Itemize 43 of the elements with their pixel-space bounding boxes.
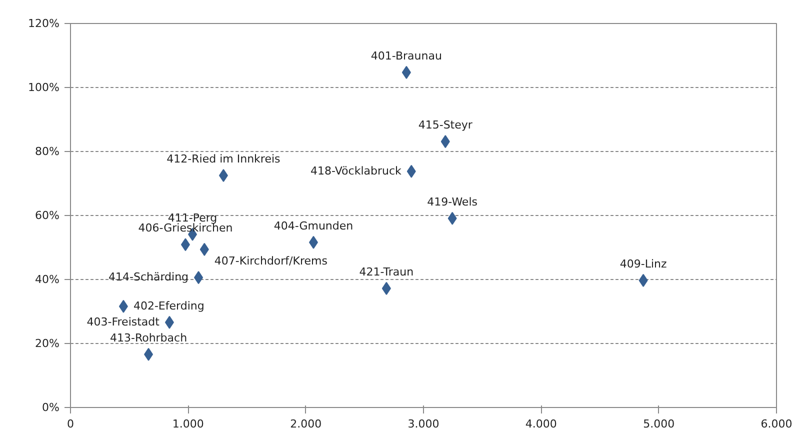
annotation: 411-Perg — [168, 211, 218, 224]
point — [200, 242, 209, 256]
point — [448, 212, 457, 225]
point — [180, 238, 190, 252]
point — [218, 169, 228, 182]
annotation: 401-Braunau — [370, 49, 442, 62]
y-tick-label: 60% — [35, 209, 60, 222]
annotation: 407-Kirchdorf/Krems — [214, 254, 328, 268]
point — [440, 135, 450, 148]
x-tick-label: 1.000 — [172, 418, 204, 430]
annotation: 412-Ried im Innkreis — [166, 152, 281, 166]
y-tick-label: 120% — [28, 17, 60, 30]
annotation: 409-Linz — [620, 257, 667, 270]
point — [164, 316, 174, 329]
annotation: 413-Rohrbach — [110, 331, 188, 344]
annotation: 415-Steyr — [418, 118, 473, 132]
annotation: 421-Traun — [359, 265, 414, 278]
point — [144, 348, 154, 361]
point — [194, 271, 204, 284]
annotation: 418-Vöcklabruck — [310, 164, 402, 178]
y-tick-label: 40% — [35, 273, 60, 286]
annotation: 403-Freistadt — [86, 315, 160, 328]
y-tick-label: 80% — [35, 145, 60, 158]
x-tick-label: 6.000 — [760, 418, 792, 430]
y-tick-label: 20% — [35, 337, 60, 350]
annotation: 414-Schärding — [108, 270, 189, 284]
point — [308, 236, 318, 249]
y-tick-label: 0% — [42, 401, 60, 414]
annotation: 404-Gmunden — [274, 219, 354, 232]
x-tick-label: 2.000 — [290, 418, 322, 430]
point — [638, 274, 648, 287]
point — [402, 66, 411, 79]
x-tick-label: 3.000 — [408, 418, 440, 430]
point — [406, 164, 416, 178]
annotation: 402-Eferding — [133, 299, 204, 312]
annotation: 419-Wels — [427, 195, 478, 208]
x-tick-label: 4.000 — [525, 418, 557, 430]
y-tick-label: 100% — [28, 81, 60, 94]
point — [382, 282, 391, 295]
annotation: 406-Grieskirchen — [138, 222, 233, 235]
x-tick-label: 0 — [67, 418, 74, 430]
x-tick-label: 5.000 — [643, 418, 675, 430]
point — [118, 300, 128, 313]
